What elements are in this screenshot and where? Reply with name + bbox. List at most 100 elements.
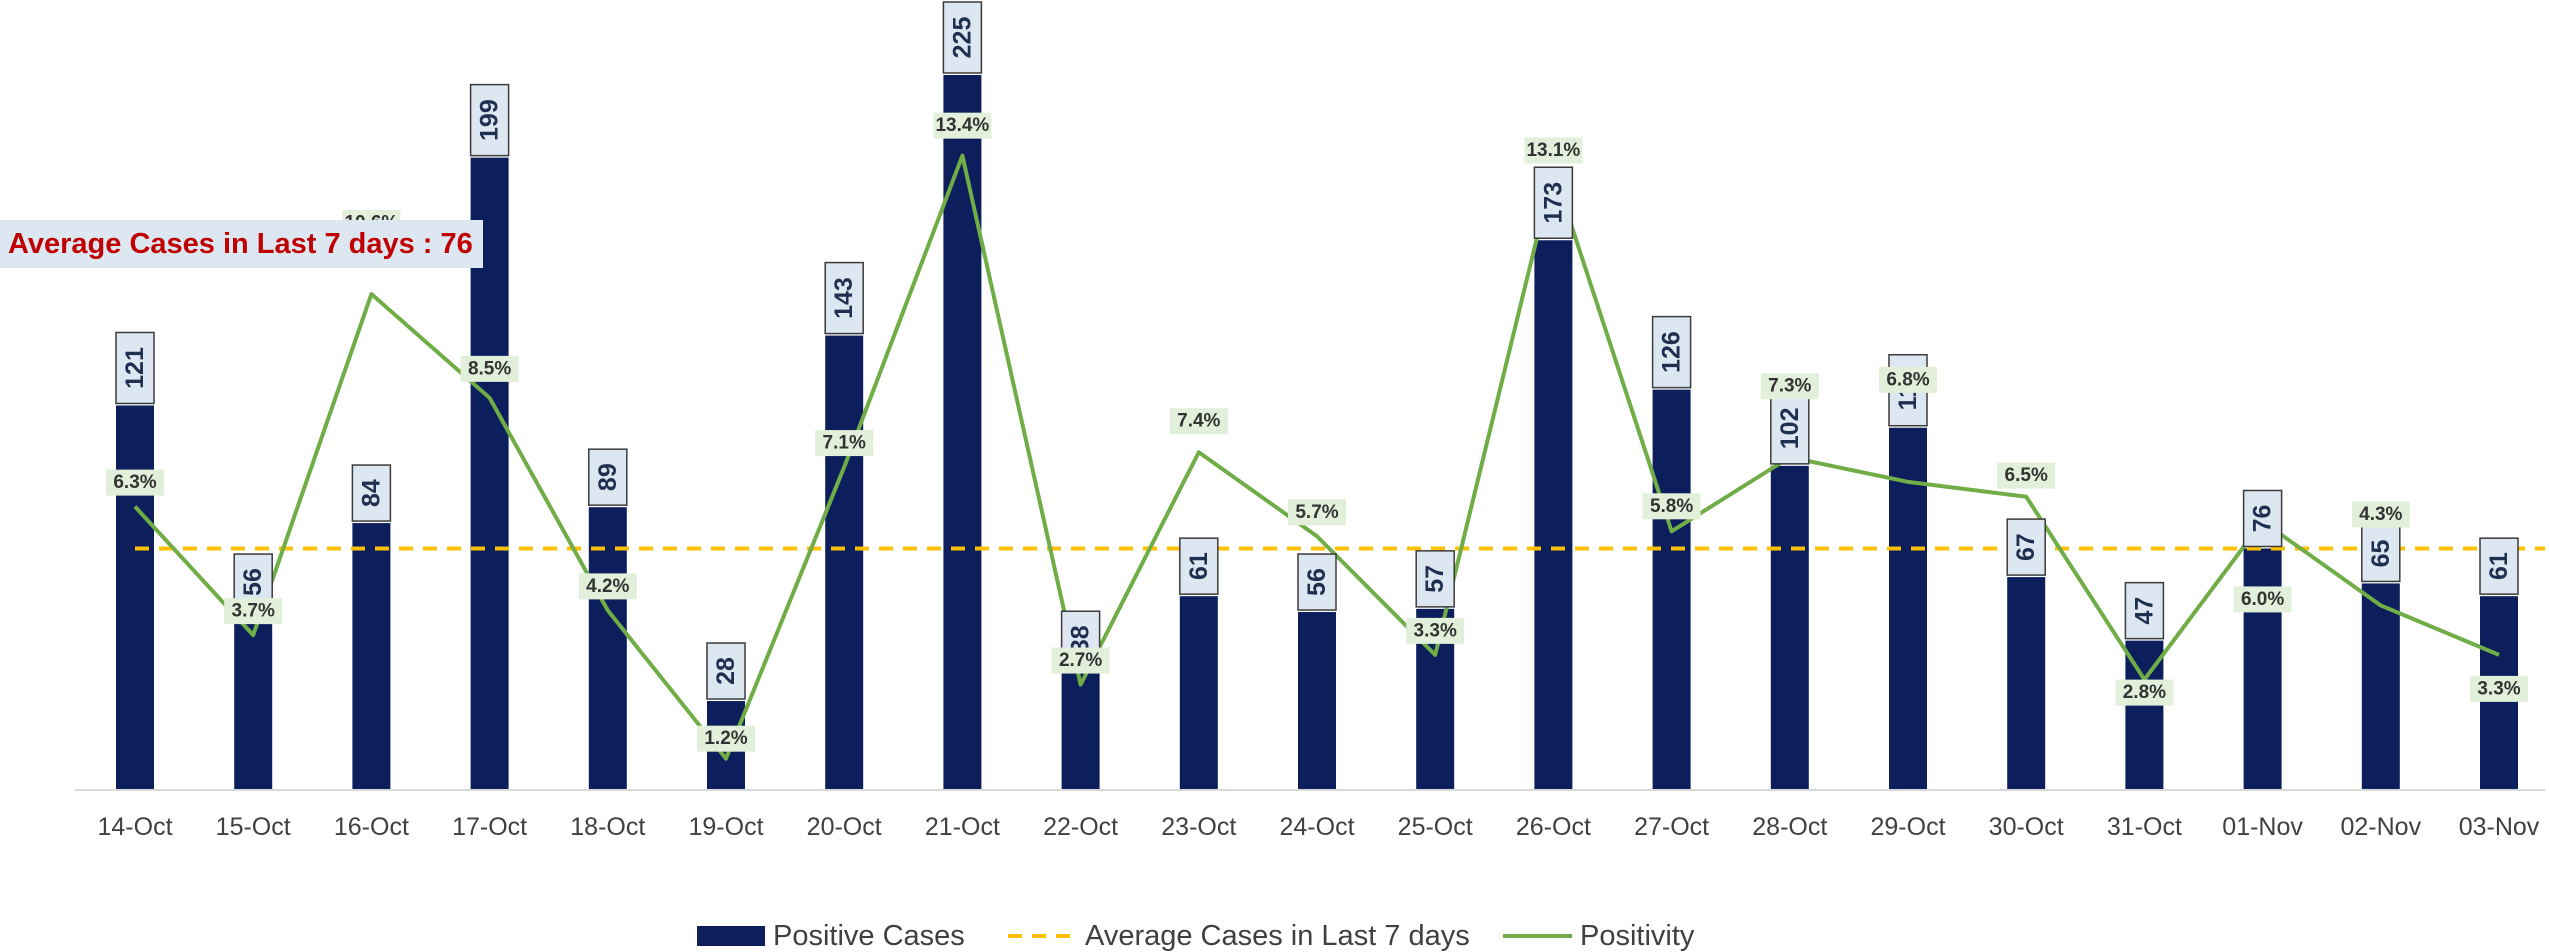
x-tick-label: 02-Nov (2341, 813, 2422, 841)
positivity-label-text: 4.3% (2359, 504, 2402, 525)
positivity-label: 8.5% (460, 355, 519, 382)
positivity-label-box (815, 430, 874, 457)
positivity-label-text: 3.3% (2477, 678, 2520, 699)
positivity-label-box (2233, 586, 2292, 613)
positivity-label-text: 1.2% (704, 728, 747, 749)
bar-value-label: 67 (2006, 518, 2046, 576)
positivity-label-text: 2.7% (1059, 650, 1102, 671)
bar (1889, 427, 1927, 790)
bar (2243, 548, 2282, 790)
bar (1534, 240, 1573, 790)
x-tick-label: 01-Nov (2222, 813, 2303, 841)
bar-value-text: 65 (2367, 539, 2395, 567)
bar-value-text: 126 (1658, 331, 1686, 373)
bar-value-label: 126 (1651, 315, 1692, 389)
positivity-line-layer (133, 153, 2500, 761)
x-tick-label: 26-Oct (1516, 813, 1591, 841)
x-tick-label: 23-Oct (1161, 813, 1236, 841)
positivity-line (133, 153, 2500, 761)
bar-value-label: 65 (2361, 524, 2401, 583)
bar-value-label: 84 (351, 464, 392, 522)
positivity-label-text: 7.4% (1177, 411, 1220, 432)
bar-value-text: 56 (239, 568, 267, 596)
x-tick-label: 17-Oct (452, 813, 527, 841)
bars-layer (116, 75, 2518, 791)
positivity-label-text: 3.7% (232, 601, 275, 622)
bar-value-label: 56 (1297, 553, 1337, 611)
positivity-label: 2.7% (1051, 647, 1110, 674)
positivity-label-text: 5.8% (1650, 496, 1693, 517)
legend-label-positive-cases: Positive Cases (773, 920, 965, 952)
bar-value-box (1415, 550, 1455, 608)
positivity-label: 3.7% (224, 598, 283, 625)
bar-value-text: 84 (357, 479, 385, 507)
positivity-label-text: 3.3% (1414, 620, 1457, 641)
positivity-label: 6.8% (1879, 366, 1937, 393)
positivity-label: 4.2% (578, 573, 637, 600)
bar-value-label: 47 (2124, 581, 2165, 640)
positivity-label: 5.7% (1288, 499, 1346, 526)
bar-value-label: 102 (1770, 392, 1810, 465)
bar (588, 507, 627, 790)
positivity-label-box (1997, 462, 2056, 489)
positivity-label: 7.3% (1760, 373, 1819, 400)
positivity-label-text: 7.1% (823, 433, 866, 454)
bar (825, 335, 864, 790)
bar-value-text: 225 (948, 17, 976, 59)
bar-value-text: 199 (476, 99, 504, 141)
bar (1298, 612, 1336, 790)
average-annotation: Average Cases in Last 7 days : 76 (0, 220, 483, 268)
bar (1179, 596, 1218, 790)
bar-value-text: 56 (1303, 568, 1331, 596)
positivity-label-text: 13.4% (935, 115, 989, 136)
bar-value-label: 173 (1533, 166, 1574, 239)
bar-value-label: 89 (588, 448, 628, 506)
legend-label-positivity: Positivity (1580, 920, 1695, 952)
positivity-label-text: 6.8% (1886, 369, 1929, 390)
positivity-label: 13.1% (1524, 137, 1583, 164)
bar-value-text: 47 (2130, 597, 2158, 625)
positivity-label-box (697, 725, 755, 752)
positivity-label-box (1051, 647, 1110, 674)
x-axis-ticks: 14-Oct 15-Oct 16-Oct 17-Oct 18-Oct 19-Oct 20-O… (97, 813, 2539, 841)
bar (352, 523, 391, 790)
x-tick-label: 29-Oct (1870, 813, 1945, 841)
x-tick-label: 19-Oct (688, 813, 763, 841)
legend-swatch-positive-cases (697, 926, 765, 946)
positivity-label-text: 4.2% (586, 576, 629, 597)
x-tick-label: 31-Oct (2107, 813, 2182, 841)
bar-value-label: 199 (469, 83, 510, 157)
positivity-label-box (2470, 675, 2528, 702)
bar-value-label: 61 (1179, 537, 1219, 595)
bar-value-text: 61 (1185, 552, 1213, 580)
positivity-label-text: 6.3% (113, 472, 156, 493)
positivity-label-text: 2.8% (2123, 682, 2166, 703)
positivity-label-box (106, 469, 164, 496)
bar (943, 75, 982, 790)
positivity-label-box (224, 598, 283, 625)
positivity-label-box (1760, 373, 1819, 400)
bar-value-box (706, 642, 746, 700)
positivity-label-box (578, 573, 637, 600)
bar-value-text: 57 (1421, 565, 1449, 593)
bar (116, 405, 154, 790)
bar (2361, 583, 2400, 790)
bar-value-text: 61 (2485, 552, 2513, 580)
positivity-label: 13.4% (933, 112, 992, 139)
positivity-label-box (933, 112, 992, 139)
positivity-label: 4.3% (2351, 501, 2410, 528)
positivity-label-box (460, 355, 519, 382)
positivity-label-text: 13.1% (1526, 140, 1580, 161)
x-tick-label: 21-Oct (925, 813, 1000, 841)
positivity-label: 7.4% (1169, 408, 1228, 435)
positivity-labels: 6.3%3.7%10.6%8.5%4.2%1.2%7.1%13.4%2.7%7.… (106, 112, 2528, 752)
bar-value-box (1533, 166, 1574, 239)
positivity-label-box (1406, 617, 1465, 644)
bar (1770, 465, 1809, 790)
bar-value-text: 173 (1539, 182, 1567, 224)
x-tick-label: 14-Oct (97, 813, 172, 841)
bar-value-box (2479, 537, 2519, 595)
bar-value-box (2124, 581, 2165, 640)
bar-value-text: 121 (121, 347, 149, 389)
